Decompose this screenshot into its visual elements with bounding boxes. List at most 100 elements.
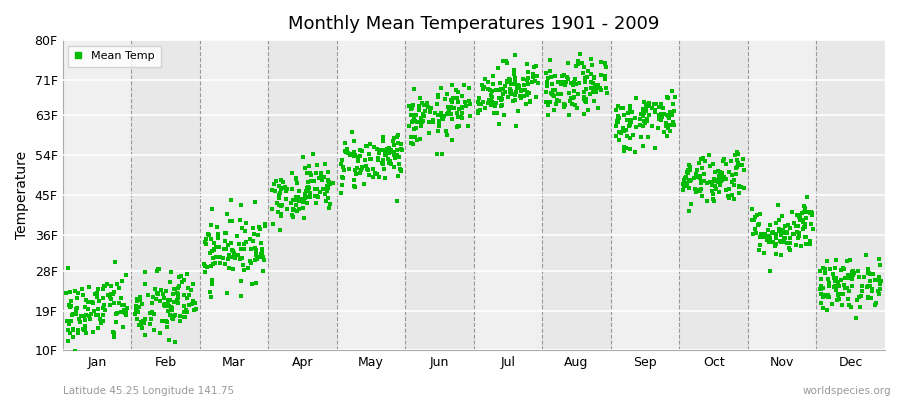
Point xyxy=(166,313,181,320)
Point xyxy=(527,78,542,84)
Point xyxy=(119,272,133,278)
Point xyxy=(87,308,102,314)
Point xyxy=(138,269,152,276)
Point xyxy=(634,110,649,117)
Point xyxy=(451,114,465,120)
Point xyxy=(450,124,464,130)
Point xyxy=(655,113,670,120)
Point xyxy=(243,258,257,264)
Point xyxy=(338,140,352,146)
Point xyxy=(508,78,523,84)
Point xyxy=(842,273,857,280)
Point xyxy=(828,278,842,284)
Point xyxy=(498,82,512,89)
Point xyxy=(223,254,238,260)
Point xyxy=(520,81,535,88)
Point xyxy=(541,112,555,118)
Point xyxy=(150,290,165,296)
Point xyxy=(59,290,74,297)
Point xyxy=(274,210,288,217)
Point xyxy=(323,201,338,208)
Point xyxy=(136,318,150,324)
Point xyxy=(91,286,105,292)
Point xyxy=(72,316,86,322)
Point xyxy=(622,123,636,129)
Point xyxy=(366,165,381,172)
Point xyxy=(369,171,383,178)
Point xyxy=(437,96,452,102)
Point xyxy=(348,152,363,159)
Point xyxy=(588,85,602,92)
Point xyxy=(527,64,542,71)
Point xyxy=(513,93,527,99)
Point xyxy=(554,90,569,97)
Point xyxy=(599,85,614,91)
Point xyxy=(633,116,647,122)
Point xyxy=(291,193,305,200)
Point xyxy=(249,249,264,256)
Point xyxy=(837,282,851,288)
Point xyxy=(774,252,788,258)
Point xyxy=(106,330,121,336)
Point xyxy=(523,98,537,104)
Point xyxy=(321,205,336,212)
Point xyxy=(705,182,719,188)
Point xyxy=(130,316,144,322)
Point xyxy=(152,330,166,336)
Point xyxy=(865,287,879,294)
Point xyxy=(76,326,90,332)
Point xyxy=(805,212,819,218)
Point xyxy=(149,290,164,296)
Point xyxy=(63,298,77,304)
Point xyxy=(769,220,783,226)
Point xyxy=(514,94,528,101)
Point xyxy=(324,180,338,186)
Point xyxy=(280,186,294,193)
Point xyxy=(159,317,174,324)
Point xyxy=(143,310,157,316)
Point xyxy=(793,216,807,223)
Point xyxy=(289,176,303,182)
Point xyxy=(290,207,304,214)
Point xyxy=(287,207,302,214)
Point xyxy=(439,132,454,138)
Point xyxy=(166,305,180,312)
Point xyxy=(554,81,568,87)
Point xyxy=(157,294,171,301)
Point xyxy=(706,195,721,202)
Point xyxy=(303,190,318,196)
Point xyxy=(600,90,615,96)
Title: Monthly Mean Temperatures 1901 - 2009: Monthly Mean Temperatures 1901 - 2009 xyxy=(288,15,660,33)
Point xyxy=(148,311,162,317)
Point xyxy=(834,267,849,273)
Point xyxy=(682,167,697,174)
Point xyxy=(180,270,194,277)
Point xyxy=(667,108,681,114)
Point xyxy=(416,111,430,118)
Point xyxy=(608,123,623,130)
Point xyxy=(61,302,76,308)
Point xyxy=(219,230,233,236)
Point xyxy=(814,284,828,290)
Point xyxy=(117,306,131,313)
Point xyxy=(274,177,288,184)
Point xyxy=(770,231,784,237)
Point xyxy=(230,233,245,240)
Point xyxy=(289,202,303,208)
Point xyxy=(224,196,238,203)
Point xyxy=(392,161,406,167)
Point xyxy=(161,302,176,309)
Point xyxy=(835,265,850,271)
Point xyxy=(168,286,183,292)
Point xyxy=(197,260,211,267)
Point xyxy=(842,288,856,294)
Point xyxy=(872,256,886,262)
Point xyxy=(619,127,634,133)
Point xyxy=(676,186,690,193)
Point xyxy=(66,310,80,317)
Point xyxy=(846,270,860,276)
Point xyxy=(627,114,642,121)
Point xyxy=(729,164,743,171)
Point xyxy=(623,103,637,109)
Point xyxy=(698,158,712,164)
